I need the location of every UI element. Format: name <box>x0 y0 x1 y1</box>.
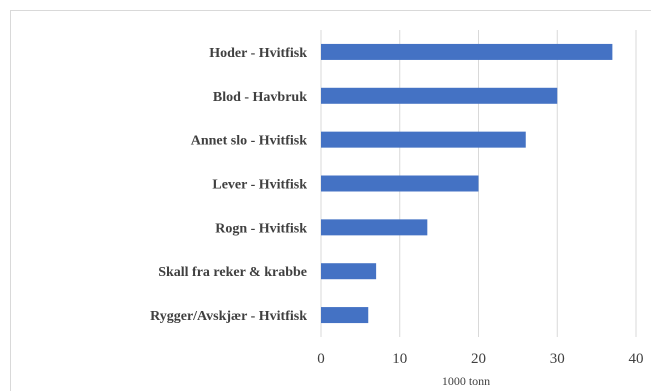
bars <box>321 43 613 324</box>
category-label: Rogn - Hvitfisk <box>215 221 307 236</box>
x-tick-label: 30 <box>550 351 565 367</box>
category-label: Hoder - Hvitfisk <box>209 46 307 61</box>
chart-frame <box>10 10 651 391</box>
bar <box>321 263 377 280</box>
category-label: Blod - Havbruk <box>213 90 307 105</box>
tick-labels: 0 10 20 30 40 <box>317 351 643 367</box>
category-label: Annet slo - Hvitfisk <box>191 134 308 149</box>
bar <box>321 175 479 192</box>
category-label: Skall fra reker & krabbe <box>158 265 307 280</box>
x-tick-label: 20 <box>471 351 486 367</box>
bar <box>321 131 526 148</box>
category-label: Rygger/Avskjær - Hvitfisk <box>150 309 307 324</box>
bar <box>321 307 369 324</box>
category-labels: Hoder - Hvitfisk Blod - Havbruk Annet slo … <box>150 46 307 324</box>
x-axis-title: 1000 tonn <box>442 374 490 388</box>
x-tick-label: 10 <box>392 351 407 367</box>
x-tick-label: 0 <box>317 351 325 367</box>
x-tick-label: 40 <box>629 351 644 367</box>
bar <box>321 87 558 104</box>
category-label: Lever - Hvitfisk <box>212 178 307 193</box>
bar <box>321 43 613 60</box>
bar <box>321 219 428 236</box>
